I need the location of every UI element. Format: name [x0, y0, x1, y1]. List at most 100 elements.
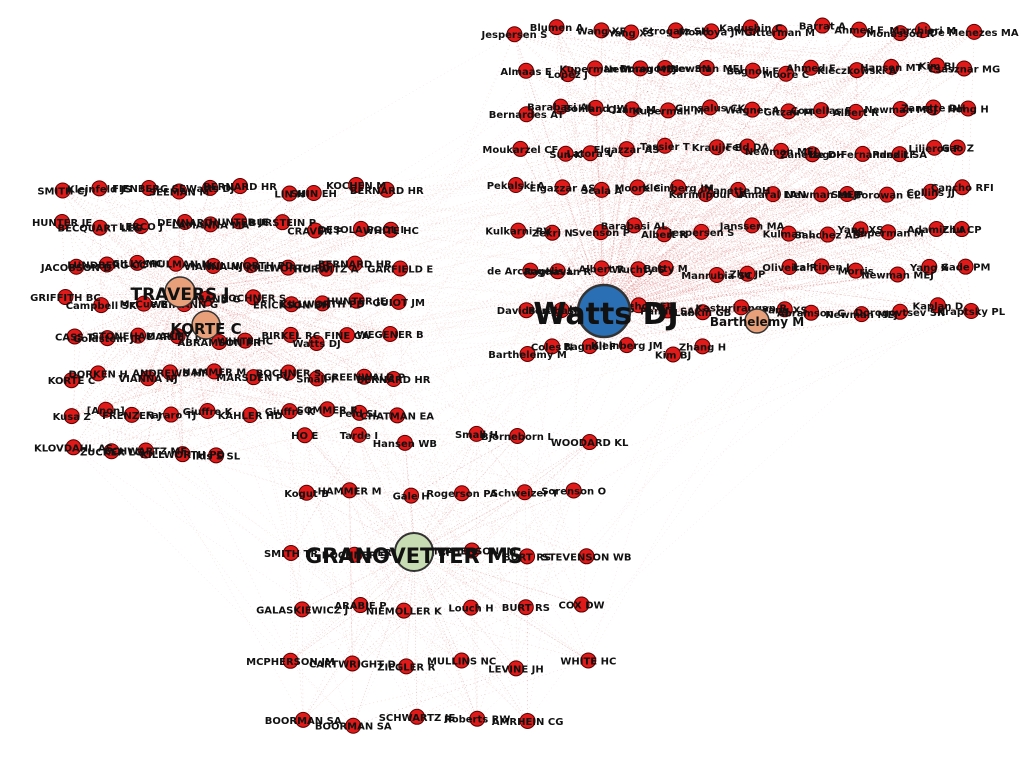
- graph-node[interactable]: [518, 302, 535, 319]
- graph-node[interactable]: [892, 25, 909, 42]
- graph-node[interactable]: [202, 216, 219, 233]
- graph-node[interactable]: [880, 224, 897, 241]
- graph-node[interactable]: [697, 185, 714, 202]
- graph-node[interactable]: [630, 297, 647, 314]
- graph-node[interactable]: [350, 426, 367, 443]
- graph-node[interactable]: [344, 655, 361, 672]
- graph-node[interactable]: [163, 406, 180, 423]
- graph-node[interactable]: [348, 292, 365, 309]
- graph-node[interactable]: [508, 660, 525, 677]
- graph-node[interactable]: [295, 711, 312, 728]
- graph-node[interactable]: [63, 372, 80, 389]
- hub-node-granovetter[interactable]: [394, 532, 434, 572]
- graph-node[interactable]: [231, 213, 248, 230]
- graph-node[interactable]: [245, 369, 262, 386]
- graph-node[interactable]: [659, 302, 676, 319]
- graph-node[interactable]: [963, 303, 980, 320]
- graph-node[interactable]: [670, 179, 687, 196]
- graph-node[interactable]: [587, 60, 604, 77]
- graph-node[interactable]: [509, 427, 526, 444]
- graph-node[interactable]: [97, 401, 114, 418]
- graph-node[interactable]: [956, 60, 973, 77]
- graph-node[interactable]: [656, 226, 673, 243]
- graph-node[interactable]: [852, 221, 869, 238]
- graph-node[interactable]: [618, 337, 635, 354]
- graph-node[interactable]: [548, 19, 565, 36]
- graph-node[interactable]: [883, 58, 900, 75]
- graph-node[interactable]: [468, 425, 485, 442]
- graph-node[interactable]: [90, 365, 107, 382]
- graph-node[interactable]: [137, 442, 154, 459]
- graph-node[interactable]: [744, 62, 761, 79]
- graph-node[interactable]: [345, 717, 362, 734]
- graph-node[interactable]: [739, 138, 756, 155]
- graph-node[interactable]: [129, 254, 146, 271]
- graph-node[interactable]: [348, 176, 365, 193]
- graph-node[interactable]: [660, 102, 677, 119]
- graph-node[interactable]: [518, 106, 535, 123]
- graph-node[interactable]: [573, 596, 590, 613]
- graph-node[interactable]: [308, 334, 325, 351]
- graph-node[interactable]: [280, 259, 297, 276]
- graph-node[interactable]: [764, 186, 781, 203]
- graph-node[interactable]: [133, 218, 150, 235]
- graph-node[interactable]: [57, 289, 74, 306]
- graph-node[interactable]: [851, 21, 868, 38]
- graph-node[interactable]: [389, 407, 406, 424]
- graph-node[interactable]: [308, 370, 325, 387]
- graph-node[interactable]: [776, 301, 793, 318]
- graph-node[interactable]: [140, 370, 157, 387]
- graph-node[interactable]: [211, 333, 228, 350]
- graph-node[interactable]: [813, 102, 830, 119]
- graph-node[interactable]: [469, 710, 486, 727]
- graph-node[interactable]: [135, 295, 152, 312]
- graph-node[interactable]: [453, 652, 470, 669]
- graph-node[interactable]: [960, 100, 977, 117]
- graph-node[interactable]: [578, 548, 595, 565]
- graph-node[interactable]: [282, 652, 299, 669]
- graph-node[interactable]: [739, 265, 756, 282]
- graph-node[interactable]: [580, 652, 597, 669]
- graph-node[interactable]: [305, 185, 322, 202]
- graph-node[interactable]: [544, 224, 561, 241]
- graph-node[interactable]: [559, 66, 576, 83]
- graph-node[interactable]: [283, 544, 300, 561]
- graph-node[interactable]: [519, 712, 536, 729]
- graph-node[interactable]: [93, 297, 110, 314]
- graph-node[interactable]: [730, 181, 747, 198]
- graph-node[interactable]: [314, 295, 331, 312]
- graph-node[interactable]: [199, 402, 216, 419]
- graph-node[interactable]: [283, 296, 300, 313]
- graph-node[interactable]: [813, 186, 830, 203]
- graph-node[interactable]: [519, 345, 536, 362]
- graph-node[interactable]: [926, 139, 943, 156]
- graph-node[interactable]: [208, 447, 225, 464]
- graph-node[interactable]: [891, 146, 908, 163]
- graph-node[interactable]: [847, 103, 864, 120]
- graph-node[interactable]: [552, 98, 569, 115]
- graph-node[interactable]: [510, 222, 527, 239]
- graph-node[interactable]: [814, 17, 831, 34]
- graph-node[interactable]: [623, 24, 640, 41]
- graph-node[interactable]: [339, 327, 356, 344]
- graph-node[interactable]: [892, 100, 909, 117]
- graph-node[interactable]: [928, 220, 945, 237]
- graph-node[interactable]: [140, 179, 157, 196]
- graph-node[interactable]: [382, 221, 399, 238]
- graph-node[interactable]: [280, 364, 297, 381]
- graph-node[interactable]: [709, 139, 726, 156]
- graph-node[interactable]: [346, 546, 363, 563]
- graph-node[interactable]: [742, 19, 759, 36]
- graph-node[interactable]: [396, 434, 413, 451]
- graph-node[interactable]: [65, 439, 82, 456]
- graph-node[interactable]: [507, 177, 524, 194]
- graph-node[interactable]: [889, 266, 906, 283]
- graph-node[interactable]: [954, 179, 971, 196]
- graph-node[interactable]: [819, 226, 836, 243]
- graph-node[interactable]: [623, 101, 640, 118]
- graph-node[interactable]: [744, 101, 761, 118]
- graph-node[interactable]: [694, 304, 711, 321]
- graph-node[interactable]: [91, 219, 108, 236]
- hub-node-watts[interactable]: [576, 283, 632, 339]
- graph-node[interactable]: [130, 327, 147, 344]
